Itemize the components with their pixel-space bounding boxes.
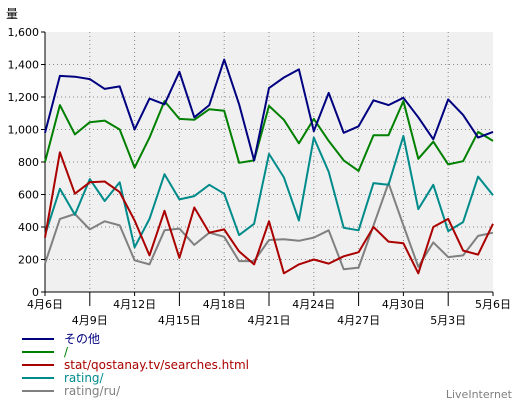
y-tick-label: 0 [32,286,39,299]
x-tick-label: 5月3日 [430,314,466,327]
x-tick-label: 4月21日 [248,314,291,327]
watermark: LiveInternet [446,388,513,401]
y-tick-label: 1,200 [8,91,40,104]
x-tick-label: 4月12日 [113,298,156,311]
y-tick-label: 200 [18,254,39,267]
legend-label: / [64,345,69,359]
series-line [44,135,494,249]
y-tick-labels: 0 200 400 600 800 1,000 1,200 1,400 1,600 [8,26,40,299]
series-lines [44,58,494,275]
y-tick-label: 1,400 [8,59,40,72]
y-tick-label: 1,600 [8,26,40,39]
series-line [44,58,494,162]
y-tick-label: 600 [18,189,39,202]
x-tick-label: 4月18日 [203,298,246,311]
legend: その他/stat/qostanay.tv/searches.htmlrating… [22,332,249,398]
y-tick-label: 400 [18,221,39,234]
x-tick-label: 4月15日 [158,314,201,327]
series-line [44,100,494,172]
x-tick-label: 4月24日 [292,298,335,311]
x-tick-label: 4月6日 [27,298,63,311]
legend-label: その他 [64,332,100,346]
y-tick-label: 800 [18,156,39,169]
legend-label: stat/qostanay.tv/searches.html [64,358,249,372]
grid [45,32,493,292]
x-tick-label: 5月6日 [475,298,511,311]
x-tick-labels: 4月6日 4月9日 4月12日4月15日4月18日4月21日4月24日4月27日4月… [27,298,511,327]
series-line [44,182,494,271]
y-tick-label: 1,000 [8,124,40,137]
x-tick-label: 4月30日 [382,298,425,311]
x-tick-label: 4月27日 [337,314,380,327]
series-line [44,151,494,275]
legend-label: rating/ru/ [64,384,121,398]
y-axis-label: 量 [6,7,18,21]
legend-label: rating/ [64,371,105,385]
x-tick-label: 4月9日 [72,314,108,327]
